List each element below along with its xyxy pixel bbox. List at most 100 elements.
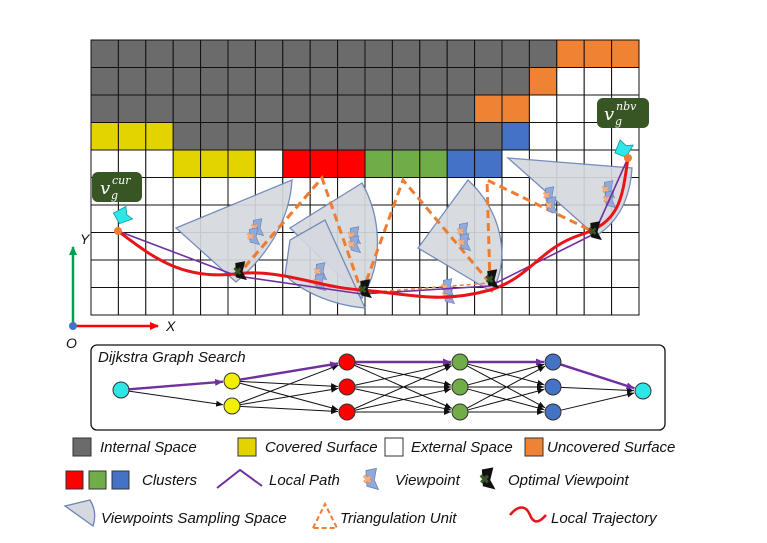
grid-cell — [200, 122, 229, 151]
grid-cell — [145, 204, 174, 233]
grid-cell — [282, 67, 311, 96]
y-axis-label: Y — [80, 231, 91, 247]
grid-cell — [583, 67, 613, 96]
legend-internal-swatch — [72, 437, 92, 457]
optimal-viewpoint-icon — [233, 261, 247, 281]
grid-cell — [583, 259, 613, 288]
optimal-cross — [479, 474, 490, 484]
optimal-cross — [358, 285, 367, 294]
graph-edge — [354, 387, 452, 411]
graph-node-r3 — [338, 403, 356, 421]
graph-edge — [467, 363, 545, 386]
viewpoint-camera — [248, 227, 261, 246]
grid-cell — [474, 67, 503, 96]
legend-cluster-red — [65, 470, 84, 490]
legend-sampling-text: Viewpoints Sampling Space — [101, 510, 287, 527]
grid-cell — [90, 287, 119, 316]
grid-cell — [501, 39, 530, 68]
grid-cell — [419, 67, 448, 96]
grid-cell — [337, 67, 366, 96]
triangulation-unit — [360, 177, 492, 294]
endpoint-camera — [614, 139, 634, 158]
grid-cell — [337, 39, 366, 68]
grid-cell — [172, 149, 202, 178]
legend-uncovered-text: Uncovered Surface — [547, 439, 675, 456]
grid-cell — [309, 39, 339, 68]
optimal-viewpoints-layer — [233, 221, 602, 299]
grid-cell — [337, 149, 366, 178]
grid-cell — [364, 67, 393, 96]
grid-cell — [474, 94, 503, 123]
grid-cell — [200, 94, 229, 123]
optimal-cross — [485, 275, 494, 284]
legend-viewpoint-icon — [362, 467, 380, 491]
coordinate-axes: X Y O — [66, 231, 176, 351]
legend-viewpoint-text: Viewpoint — [395, 472, 461, 489]
viewpoint-icon — [246, 227, 261, 246]
grid-cell — [419, 149, 448, 178]
grid-cell — [501, 204, 530, 233]
grid-cell — [200, 39, 229, 68]
grid-cell — [556, 259, 585, 288]
label-v-nbv: v g nbv — [597, 98, 649, 128]
endpoint-body — [112, 205, 134, 225]
grid-cell — [364, 149, 393, 178]
graph-edge — [466, 365, 546, 409]
legend-uncovered-swatch — [524, 437, 544, 457]
grid-cell — [282, 287, 311, 316]
graph-edge — [560, 391, 635, 411]
start-marker — [114, 227, 122, 235]
grid-cell — [583, 287, 613, 316]
grid-cell — [419, 259, 448, 288]
graph-node-c1 — [223, 372, 241, 390]
graph-node-r2 — [338, 378, 356, 396]
optimal-cross — [233, 267, 242, 276]
grid-cell — [556, 39, 585, 68]
grid-cell — [611, 232, 640, 261]
grid-cell — [419, 122, 448, 151]
graph-node-s — [112, 381, 130, 399]
grid-cell — [90, 259, 119, 288]
grid-cell — [528, 287, 558, 316]
legend-clusters-text: Clusters — [142, 472, 198, 489]
grid-cell — [501, 177, 530, 206]
grid-cell — [364, 39, 393, 68]
v-nbv-base: v — [604, 104, 614, 125]
grid-cell — [501, 122, 530, 151]
grid-cell — [200, 287, 229, 316]
grid-cell — [501, 287, 530, 316]
grid-cell — [282, 122, 311, 151]
grid-cell — [611, 259, 640, 288]
grid-cell — [254, 67, 284, 96]
graph-edge — [128, 390, 224, 407]
grid-cell — [145, 122, 174, 151]
dijkstra-edges — [128, 358, 635, 415]
graph-node-c2 — [223, 397, 241, 415]
optimal-path-edge — [239, 361, 339, 381]
viewpoint-camera — [365, 467, 380, 491]
legend-external-text: External Space — [411, 439, 513, 456]
legend-trajectory-icon — [509, 506, 547, 523]
viewpoint-camera — [349, 235, 362, 254]
grid-cell — [364, 122, 393, 151]
grid-cell — [282, 149, 311, 178]
optimal-camera — [360, 279, 372, 299]
x-axis-label: X — [165, 318, 176, 334]
grid-cell — [145, 94, 174, 123]
legend-internal-text: Internal Space — [100, 439, 197, 456]
graph-node-b2 — [544, 378, 562, 396]
grid-cell — [309, 122, 339, 151]
grid-cell — [501, 232, 530, 261]
grid-cell — [419, 287, 448, 316]
legend-covered-swatch — [237, 437, 257, 457]
graph-edge — [239, 405, 339, 415]
triangulation-edge — [234, 177, 324, 278]
grid-cell — [583, 39, 613, 68]
legend-sampling-icon — [63, 499, 96, 528]
graph-node-b3 — [544, 403, 562, 421]
grid-cell — [391, 39, 421, 68]
grid-cell — [309, 94, 339, 123]
legend-triangulation-icon — [311, 501, 339, 529]
